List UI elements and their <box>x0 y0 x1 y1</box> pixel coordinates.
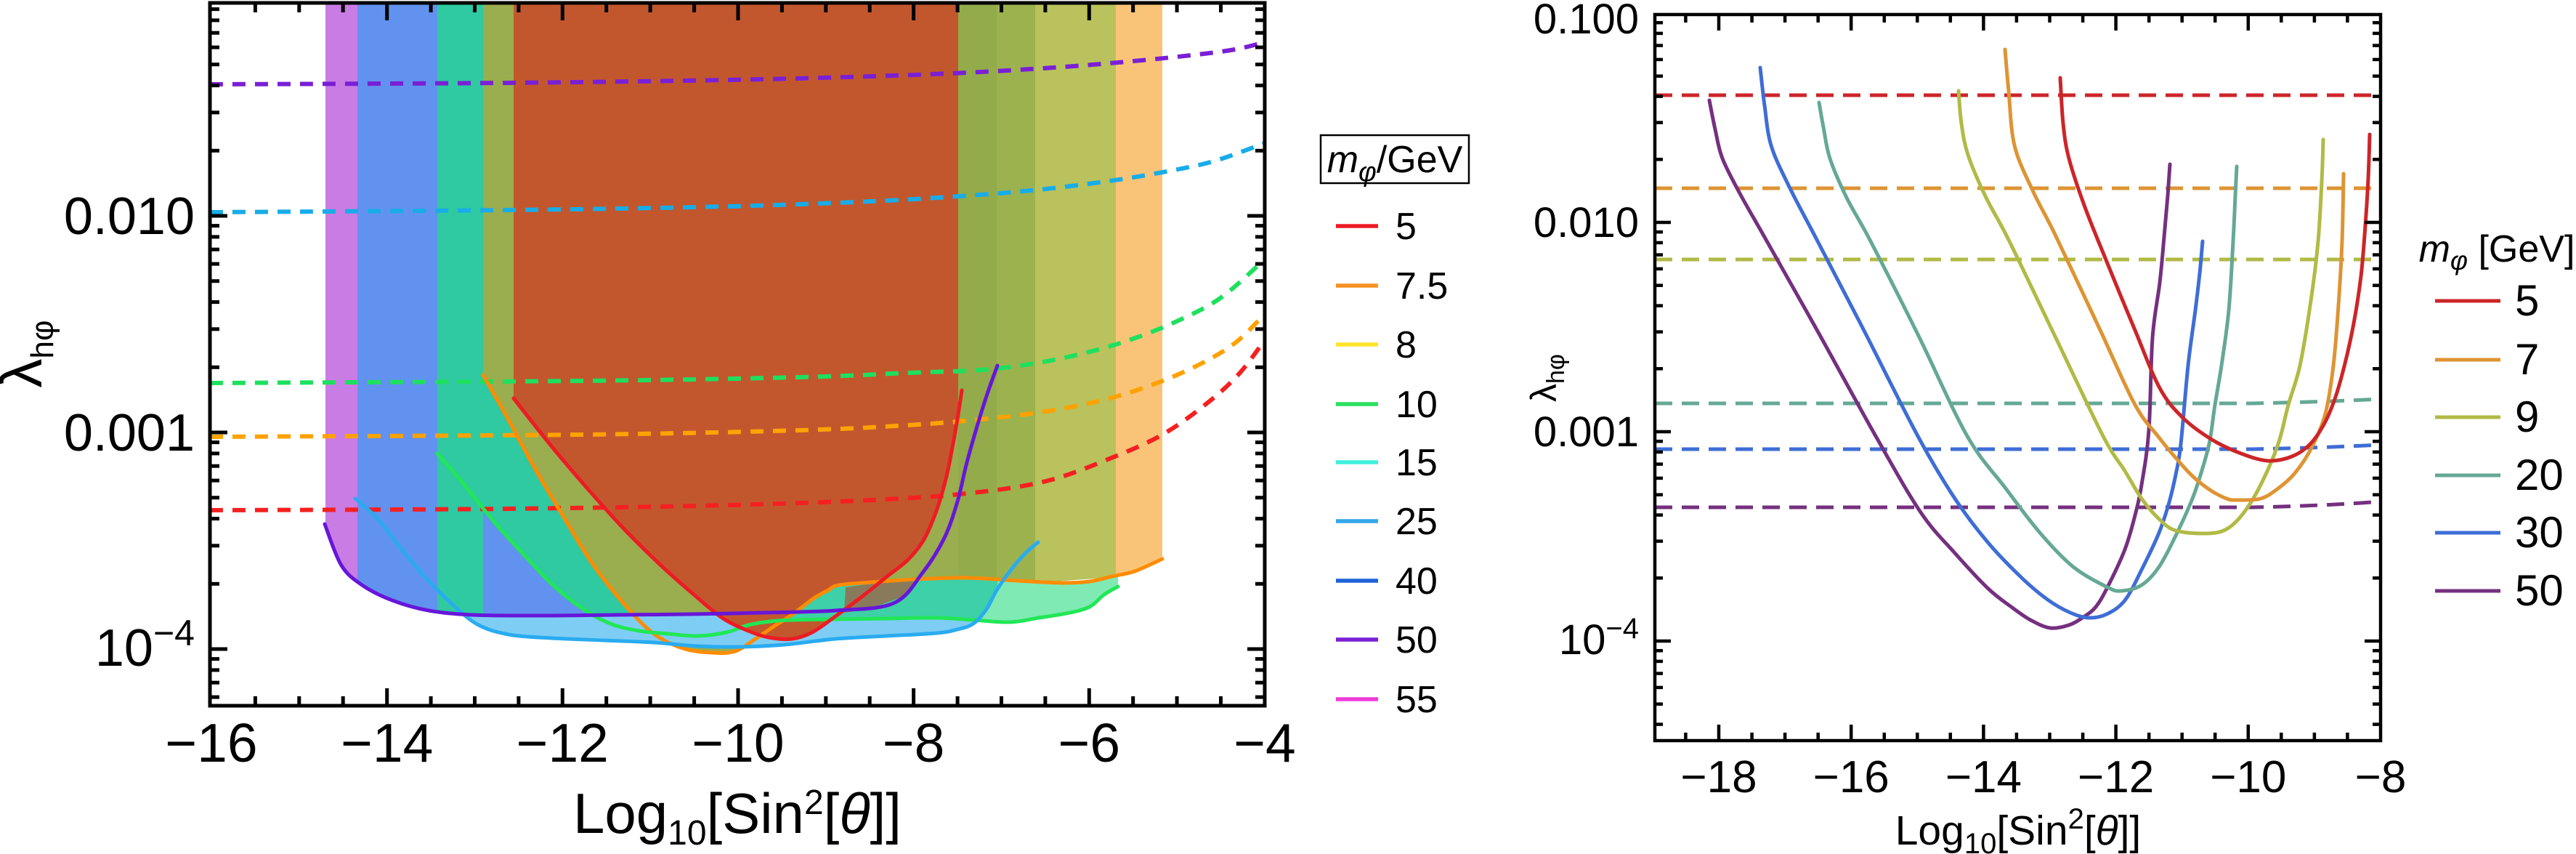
svg-text:9: 9 <box>2515 392 2539 441</box>
svg-text:−4: −4 <box>1234 712 1296 773</box>
svg-text:10−4: 10−4 <box>1559 613 1639 664</box>
svg-text:5: 5 <box>2515 276 2539 325</box>
svg-text:50: 50 <box>2515 566 2564 615</box>
svg-text:20: 20 <box>2515 451 2564 499</box>
svg-text:50: 50 <box>1396 619 1438 661</box>
svg-text:0.010: 0.010 <box>64 188 195 246</box>
svg-text:0.001: 0.001 <box>1534 408 1639 456</box>
svg-text:10−4: 10−4 <box>95 613 195 677</box>
svg-text:8: 8 <box>1396 324 1417 366</box>
svg-text:10: 10 <box>1396 384 1438 426</box>
svg-text:15: 15 <box>1396 442 1438 484</box>
svg-text:−16: −16 <box>1813 752 1890 802</box>
svg-text:−12: −12 <box>2078 752 2154 802</box>
svg-text:0.001: 0.001 <box>64 404 195 462</box>
svg-text:−8: −8 <box>2355 752 2407 802</box>
svg-text:−16: −16 <box>165 712 257 773</box>
svg-text:25: 25 <box>1396 501 1438 543</box>
svg-text:5: 5 <box>1396 206 1417 248</box>
svg-text:40: 40 <box>1396 560 1438 603</box>
svg-text:−8: −8 <box>883 712 945 773</box>
svg-text:−10: −10 <box>692 712 784 773</box>
svg-text:mφ [GeV]: mφ [GeV] <box>2419 228 2575 275</box>
svg-text:−10: −10 <box>2210 752 2286 802</box>
svg-text:0.100: 0.100 <box>1534 0 1639 43</box>
svg-text:−6: −6 <box>1058 712 1121 773</box>
svg-text:30: 30 <box>2515 508 2564 557</box>
svg-text:−12: −12 <box>517 712 609 773</box>
svg-text:−14: −14 <box>1945 752 2022 802</box>
svg-text:0.010: 0.010 <box>1534 199 1639 246</box>
svg-text:λhφ: λhφ <box>1523 354 1570 402</box>
svg-text:7: 7 <box>2515 335 2539 384</box>
svg-text:λhφ: λhφ <box>0 320 60 387</box>
svg-text:7.5: 7.5 <box>1396 265 1448 307</box>
svg-text:Log10[Sin2[θ]]: Log10[Sin2[θ]] <box>573 781 902 853</box>
svg-text:55: 55 <box>1396 679 1438 721</box>
svg-text:−18: −18 <box>1680 752 1757 802</box>
svg-text:Log10[Sin2[θ]]: Log10[Sin2[θ]] <box>1895 803 2142 854</box>
svg-text:−14: −14 <box>341 712 433 773</box>
svg-text:mφ/GeV: mφ/GeV <box>1327 139 1463 188</box>
